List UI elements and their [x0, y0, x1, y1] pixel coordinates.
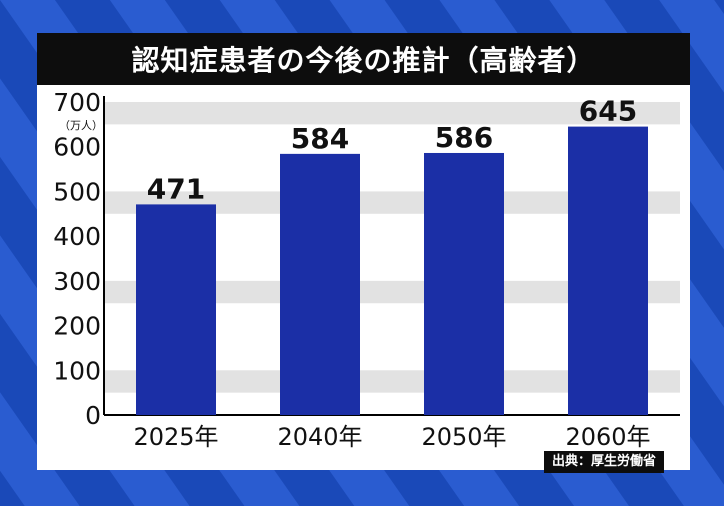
- data-label: 586: [435, 121, 493, 154]
- y-tick-label: 700: [53, 88, 101, 117]
- y-tick-label: 100: [53, 356, 101, 385]
- title-bar: 認知症患者の今後の推計（高齢者）: [37, 33, 690, 85]
- data-label: 471: [147, 172, 205, 205]
- grid-band: [104, 280, 680, 304]
- bar: [136, 204, 216, 415]
- y-tick-label: 600: [53, 133, 101, 162]
- bar: [568, 126, 648, 415]
- bar: [280, 153, 360, 415]
- data-label: 584: [291, 122, 349, 155]
- x-tick-label: 2060年: [565, 423, 650, 451]
- y-axis-unit-label: （万人）: [59, 119, 103, 132]
- grid-band: [104, 102, 680, 125]
- grid-band: [104, 191, 680, 214]
- y-tick-label: 200: [53, 312, 101, 341]
- x-tick-label: 2025年: [133, 423, 218, 451]
- x-tick-label: 2050年: [421, 423, 506, 451]
- source-label: 出典：厚生労働省: [544, 451, 665, 473]
- data-label: 645: [579, 95, 637, 128]
- y-tick-label: 300: [53, 267, 101, 296]
- y-tick-label: 400: [53, 222, 101, 251]
- y-tick-label: 500: [53, 177, 101, 206]
- x-tick-label: 2040年: [277, 423, 362, 451]
- bar: [424, 152, 504, 415]
- bar-chart: 0 100 200 300 400 500 600 700 （万人） 471 2025年 584 204…: [53, 88, 680, 451]
- y-tick-label: 0: [85, 401, 101, 430]
- chart-title: 認知症患者の今後の推計（高齢者）: [131, 44, 596, 77]
- grid-band: [104, 370, 680, 393]
